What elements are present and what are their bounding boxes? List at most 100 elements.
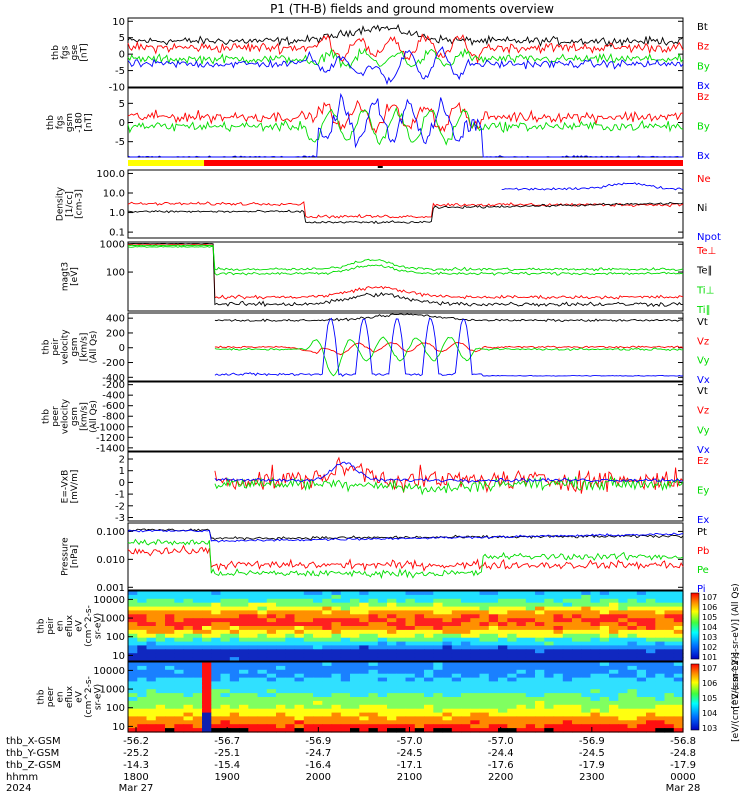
spec-cell xyxy=(664,673,675,679)
spec-cell xyxy=(442,704,453,710)
spec-cell xyxy=(646,653,656,658)
spec-cell xyxy=(479,622,490,627)
spec-cell xyxy=(331,681,342,686)
spec-cell xyxy=(516,637,527,643)
spec-cell xyxy=(248,618,259,623)
spec-cell xyxy=(294,645,305,650)
spec-cell xyxy=(636,618,647,623)
spec-cell xyxy=(599,720,610,725)
spec-cell xyxy=(609,629,619,635)
spec-cell xyxy=(479,641,490,647)
spec-cell xyxy=(220,602,231,608)
spec-cell xyxy=(276,720,286,725)
spec-cell xyxy=(498,697,508,702)
spec-cell xyxy=(322,598,333,604)
spec-cell xyxy=(340,598,351,604)
spec-cell xyxy=(525,637,536,643)
spec-cell xyxy=(664,677,675,683)
spec-cell xyxy=(599,594,610,600)
spec-cell xyxy=(470,629,481,635)
spec-cell xyxy=(442,700,453,706)
spec-cell xyxy=(498,700,508,706)
spec-cell xyxy=(618,598,629,604)
spec-cell xyxy=(239,591,249,596)
spec-cell xyxy=(553,662,564,667)
spec-cell xyxy=(673,626,684,631)
spec-cell xyxy=(627,606,638,612)
spec-cell xyxy=(128,662,138,667)
spec-cell xyxy=(479,689,490,694)
spec-cell xyxy=(248,708,259,714)
spec-cell xyxy=(673,728,684,733)
spec-cell xyxy=(516,662,527,667)
spec-cell xyxy=(646,693,656,698)
spec-cell xyxy=(248,626,259,631)
spec-cell xyxy=(387,598,397,604)
spec-cell xyxy=(488,653,499,658)
spec-cell xyxy=(285,653,296,658)
ytick-label: 0.1 xyxy=(109,228,125,239)
spec-cell xyxy=(553,594,564,600)
spec-cell xyxy=(646,724,656,729)
spec-cell xyxy=(340,645,351,650)
spec-cell xyxy=(433,614,444,619)
spec-cell xyxy=(303,720,314,725)
spec-cell xyxy=(525,591,536,596)
spec-cell xyxy=(590,657,601,662)
spec-cell xyxy=(359,708,370,714)
spec-cell xyxy=(479,633,490,639)
spec-cell xyxy=(303,591,314,596)
spec-cell xyxy=(414,602,425,608)
spec-cell xyxy=(248,657,259,662)
spec-cell xyxy=(581,681,592,686)
spec-cell xyxy=(285,693,296,698)
spec-cell xyxy=(507,728,518,733)
spec-cell xyxy=(377,724,388,729)
spec-cell xyxy=(664,720,675,725)
spec-cell xyxy=(340,633,351,639)
spec-cell xyxy=(525,598,536,604)
spec-cell xyxy=(239,598,249,604)
spec-cell xyxy=(498,649,508,654)
spec-cell xyxy=(516,720,527,725)
spec-cell xyxy=(405,669,416,675)
date-end: Mar 28 xyxy=(666,783,701,794)
spec-cell xyxy=(294,724,305,729)
spec-cell xyxy=(461,610,471,615)
spec-cell xyxy=(183,598,194,604)
spec-cell xyxy=(664,645,675,650)
spec-cell xyxy=(202,712,212,718)
spec-cell xyxy=(257,633,268,639)
spec-cell xyxy=(146,681,157,686)
spec-cell xyxy=(636,591,647,596)
ytick-label: -10 xyxy=(109,83,125,94)
ylabel-line: fgs xyxy=(60,45,70,59)
spec-cell xyxy=(146,594,157,600)
ylabel-line: thb xyxy=(37,618,47,633)
spec-cell xyxy=(155,681,166,686)
spec-cell xyxy=(516,629,527,635)
spec-cell xyxy=(442,626,453,631)
spec-cell xyxy=(377,598,388,604)
spec-cell xyxy=(572,681,582,686)
spec-cell xyxy=(405,591,416,596)
spec-cell xyxy=(525,645,536,650)
spec-cell xyxy=(572,716,582,721)
spec-cell xyxy=(544,697,555,702)
spec-cell xyxy=(488,598,499,604)
spec-cell xyxy=(498,704,508,710)
spec-cell xyxy=(211,591,222,596)
spec-cell xyxy=(470,728,481,733)
spec-cell xyxy=(655,728,666,733)
spec-cell xyxy=(516,594,527,600)
spec-cell xyxy=(461,700,471,706)
spec-cell xyxy=(377,708,388,714)
spec-cell xyxy=(590,641,601,647)
spec-cell xyxy=(581,614,592,619)
spec-cell xyxy=(266,594,277,600)
spec-cell xyxy=(165,645,175,650)
spec-cell xyxy=(627,697,638,702)
spec-cell xyxy=(220,614,231,619)
spec-cell xyxy=(294,598,305,604)
spec-cell xyxy=(174,629,185,635)
